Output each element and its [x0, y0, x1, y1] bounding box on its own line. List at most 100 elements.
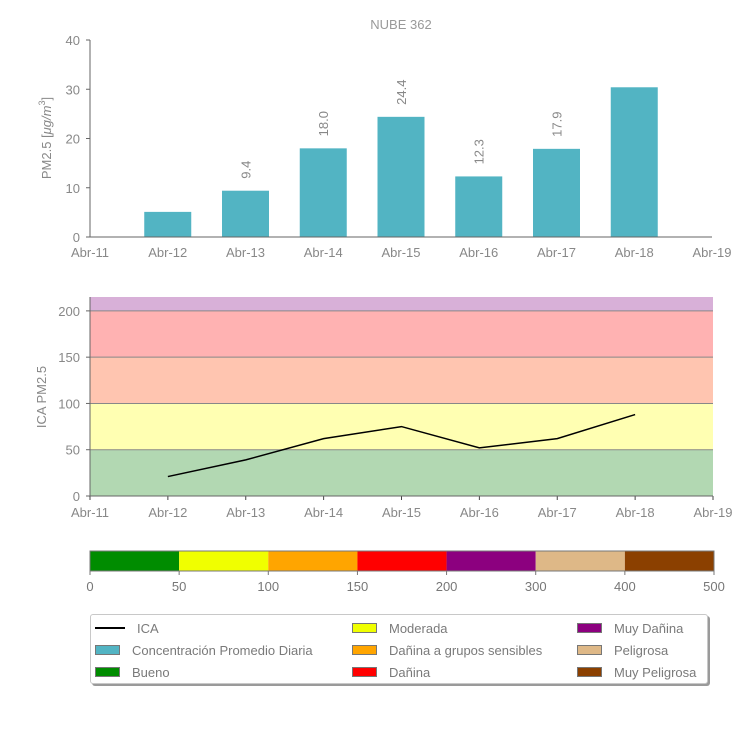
legend-label: Bueno [132, 664, 170, 680]
line-x-tick-label: Abr-19 [693, 505, 732, 520]
legend-item: Dañina [352, 661, 542, 683]
aqi-bands [90, 297, 713, 496]
legend-label: Dañina [389, 664, 431, 680]
legend-item: Concentración Promedio Diaria [95, 639, 313, 661]
bar-data-label: 24.4 [394, 80, 409, 105]
legend-label: Muy Dañina [614, 620, 684, 636]
line-y-tick-label: 150 [58, 350, 80, 365]
line-y-tick-label: 200 [58, 304, 80, 319]
aqi-band [90, 357, 713, 404]
colorbar-tick-label: 500 [703, 579, 725, 594]
bar-y-tick-label: 40 [66, 33, 80, 48]
legend-column: ICA Concentración Promedio Diaria Bueno [95, 617, 313, 683]
bar-x-tick-label: Abr-11 [71, 245, 109, 260]
bar-data-label: 18.0 [316, 111, 331, 136]
bar-y-tick-label: 10 [66, 181, 80, 196]
line-x-tick-label: Abr-15 [382, 505, 421, 520]
legend-color-swatch-icon [352, 667, 377, 677]
aqi-band [90, 297, 713, 311]
legend-item: Peligrosa [577, 639, 696, 661]
bar [533, 148, 580, 237]
bar-x-tick-label: Abr-19 [692, 245, 731, 260]
bar [299, 148, 347, 237]
colorbar-segment [268, 551, 358, 571]
line-x-tick-label: Abr-12 [148, 505, 187, 520]
colorbar-tick-label: 0 [86, 579, 93, 594]
bar-data-label: 12.3 [472, 139, 487, 164]
colorbar-tick-label: 150 [347, 579, 369, 594]
legend-color-swatch-icon [577, 645, 602, 655]
bar-x-tick-label: Abr-17 [537, 245, 576, 260]
bar-x-tick-label: Abr-13 [226, 245, 265, 260]
legend-label: Peligrosa [614, 642, 669, 658]
bar-x-tick-label: Abr-18 [615, 245, 654, 260]
legend: ICA Concentración Promedio Diaria Bueno Mo… [90, 614, 708, 684]
aqi-band [90, 310, 713, 358]
bar-data-label: 9.4 [239, 161, 254, 179]
bar-series [144, 87, 658, 237]
colorbar-segment [624, 551, 714, 571]
aqi-band [90, 449, 713, 496]
bar [610, 87, 658, 237]
bar-y-tick-label: 0 [73, 230, 80, 245]
bar-y-tick-label: 30 [66, 82, 80, 97]
line-y-tick-label: 100 [58, 396, 80, 411]
bar-x-tick-label: Abr-16 [459, 245, 498, 260]
line-y-axis: 0 50 100 150 200 [58, 304, 90, 504]
line-y-tick-label: 0 [73, 489, 80, 504]
line-y-axis-label: ICA PM2.5 [34, 366, 49, 428]
chart-title: NUBE 362 [370, 17, 431, 32]
line-x-tick-label: Abr-14 [304, 505, 343, 520]
legend-color-swatch-icon [352, 623, 377, 633]
colorbar-segment [90, 551, 180, 571]
bar-y-tick-label: 20 [66, 132, 80, 147]
legend-label: Moderada [389, 620, 448, 636]
line-x-tick-label: Abr-18 [616, 505, 655, 520]
legend-item: ICA [95, 617, 313, 639]
line-x-tick-label: Abr-11 [71, 505, 109, 520]
line-x-tick-label: Abr-17 [538, 505, 577, 520]
legend-item: Bueno [95, 661, 313, 683]
legend-label: Muy Peligrosa [614, 664, 697, 680]
bar [222, 190, 269, 237]
aqi-colorbar: 0 50 100 150 200 300 400 500 [86, 550, 725, 594]
legend-line-swatch-icon [95, 627, 125, 629]
legend-item: Moderada [352, 617, 542, 639]
colorbar-segment [357, 551, 447, 571]
legend-label: Dañina a grupos sensibles [389, 642, 543, 658]
legend-item: Muy Peligrosa [577, 661, 696, 683]
bar-x-axis: Abr-11 Abr-12 Abr-13 Abr-14 Abr-15 Abr-16 Abr-… [71, 245, 732, 260]
ica-series-line [167, 413, 636, 478]
bar-x-tick-label: Abr-12 [148, 245, 187, 260]
colorbar-tick-label: 50 [172, 579, 186, 594]
bar [455, 176, 503, 237]
colorbar-frame [89, 550, 715, 572]
legend-color-swatch-icon [577, 667, 602, 677]
legend-item: Dañina a grupos sensibles [352, 639, 542, 661]
bar [377, 116, 425, 237]
legend-column: Moderada Dañina a grupos sensibles Dañina [352, 617, 542, 683]
legend-color-swatch-icon [95, 667, 120, 677]
colorbar-segment [179, 551, 269, 571]
line-x-axis: Abr-11 Abr-12 Abr-13 Abr-14 Abr-15 Abr-16 Abr-… [71, 496, 733, 520]
legend-color-swatch-icon [352, 645, 377, 655]
colorbar-segment [446, 551, 536, 571]
line-y-tick-label: 50 [66, 443, 80, 458]
bar-data-label: 17.9 [550, 112, 565, 137]
colorbar-tick-label: 100 [257, 579, 279, 594]
bar-data-labels: 9.4 18.0 24.4 12.3 17.9 [239, 80, 565, 179]
legend-color-swatch-icon [95, 645, 120, 655]
legend-label: Concentración Promedio Diaria [132, 642, 313, 658]
legend-label: ICA [137, 620, 159, 636]
bar-x-tick-label: Abr-14 [304, 245, 343, 260]
colorbar-tick-label: 400 [614, 579, 636, 594]
legend-color-swatch-icon [577, 623, 602, 633]
bar-y-axis-label: PM2.5 [μg/m3] [37, 97, 54, 179]
bar-y-axis: 0 10 20 30 40 [66, 33, 90, 245]
bar-x-tick-label: Abr-15 [381, 245, 420, 260]
legend-column: Muy Dañina Peligrosa Muy Peligrosa [577, 617, 696, 683]
line-x-tick-label: Abr-16 [460, 505, 499, 520]
